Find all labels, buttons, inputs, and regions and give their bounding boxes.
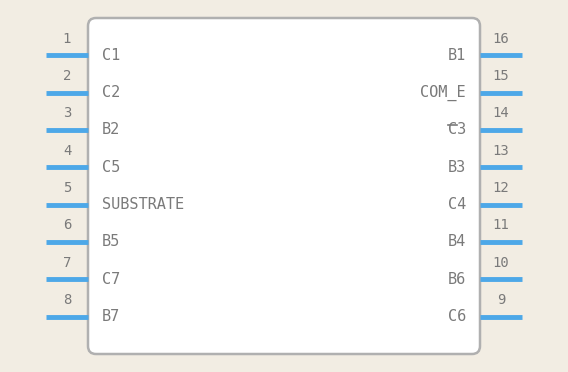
Text: B7: B7 <box>102 309 120 324</box>
Text: 2: 2 <box>63 69 71 83</box>
Text: C5: C5 <box>102 160 120 175</box>
Text: 8: 8 <box>63 293 71 307</box>
Text: 11: 11 <box>492 218 509 232</box>
Text: C1: C1 <box>102 48 120 63</box>
Text: 16: 16 <box>492 32 509 45</box>
Text: C6: C6 <box>448 309 466 324</box>
Text: 1: 1 <box>63 32 71 45</box>
Text: B3: B3 <box>448 160 466 175</box>
Text: 10: 10 <box>492 256 509 270</box>
Text: B1: B1 <box>448 48 466 63</box>
Text: 5: 5 <box>63 181 71 195</box>
Text: SUBSTRATE: SUBSTRATE <box>102 197 184 212</box>
Text: B4: B4 <box>448 234 466 250</box>
Text: C7: C7 <box>102 272 120 287</box>
Text: 15: 15 <box>492 69 509 83</box>
FancyBboxPatch shape <box>88 18 480 354</box>
Text: C2: C2 <box>102 85 120 100</box>
Text: 14: 14 <box>492 106 509 120</box>
Text: C3: C3 <box>448 122 466 138</box>
Text: COM_E: COM_E <box>420 84 466 101</box>
Text: 7: 7 <box>63 256 71 270</box>
Text: B5: B5 <box>102 234 120 250</box>
Text: 9: 9 <box>497 293 505 307</box>
Text: 4: 4 <box>63 144 71 157</box>
Text: 6: 6 <box>63 218 71 232</box>
Text: C4: C4 <box>448 197 466 212</box>
Text: B6: B6 <box>448 272 466 287</box>
Text: 3: 3 <box>63 106 71 120</box>
Text: B2: B2 <box>102 122 120 138</box>
Text: 13: 13 <box>492 144 509 157</box>
Text: 12: 12 <box>492 181 509 195</box>
